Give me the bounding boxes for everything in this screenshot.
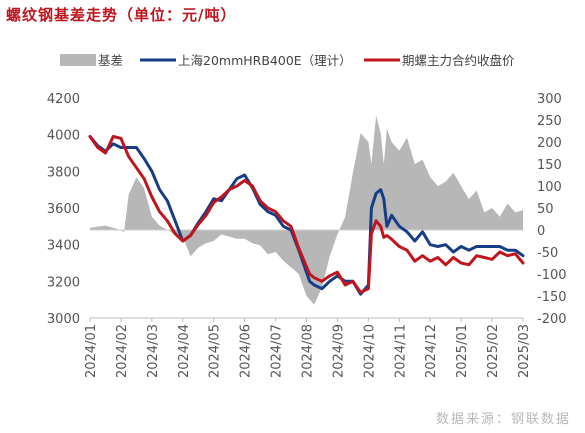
x-tick-label: 2024/12 — [424, 324, 439, 378]
x-tick-label: 2024/03 — [146, 324, 161, 378]
y-right-tick: -50 — [537, 246, 558, 261]
x-tick-label: 2025/03 — [517, 324, 532, 378]
y-right-tick: 200 — [537, 136, 562, 151]
x-tick-label: 2024/07 — [270, 324, 285, 378]
y-right-tick: 250 — [537, 114, 562, 129]
x-tick-label: 2024/11 — [393, 324, 408, 378]
lines-layer — [88, 135, 525, 296]
data-source: 数据来源：钢联数据 — [435, 412, 571, 427]
y-right-tick: 300 — [537, 92, 562, 107]
y-right-tick: -100 — [537, 268, 567, 283]
x-tick-label: 2024/04 — [177, 324, 192, 378]
y-right-tick: 50 — [537, 202, 554, 217]
legend-label-2: 期螺主力合约收盘价 — [402, 53, 515, 68]
legend-label-0: 基差 — [98, 53, 123, 68]
x-tick-label: 2025/02 — [486, 324, 501, 378]
series-line-1 — [88, 135, 525, 296]
x-tick-label: 2024/01 — [84, 324, 99, 378]
x-tick-label: 2025/01 — [455, 324, 470, 378]
x-tick-label: 2024/05 — [208, 324, 223, 378]
x-tick-label: 2024/02 — [115, 324, 130, 378]
x-tick-label: 2024/09 — [331, 324, 346, 378]
y-right-tick: -200 — [537, 312, 567, 327]
y-left-tick: 3800 — [47, 165, 80, 180]
series-line-2 — [88, 135, 525, 294]
y-left-tick: 3400 — [47, 239, 80, 254]
x-tick-label: 2024/10 — [362, 324, 377, 378]
chart-title: 螺纹钢基差走势（单位：元/吨） — [6, 6, 237, 24]
y-left-tick: 3000 — [47, 312, 80, 327]
y-right-tick: 0 — [537, 224, 545, 239]
y-right-tick: 100 — [537, 180, 562, 195]
y-left-tick: 3200 — [47, 275, 80, 290]
y-right-tick: -150 — [537, 290, 567, 305]
legend-swatch-basis — [60, 54, 96, 66]
legend: 基差 上海20mmHRB400E（理计） 期螺主力合约收盘价 — [60, 53, 515, 68]
legend-label-1: 上海20mmHRB400E（理计） — [178, 53, 352, 68]
x-tick-label: 2024/08 — [301, 324, 316, 378]
axes-layer: 3000320034003600380040004200-200-150-100… — [47, 92, 567, 378]
y-left-tick: 4000 — [47, 129, 80, 144]
x-tick-label: 2024/06 — [239, 324, 254, 378]
y-left-tick: 3600 — [47, 202, 80, 217]
y-right-tick: 150 — [537, 158, 562, 173]
y-left-tick: 4200 — [47, 92, 80, 107]
